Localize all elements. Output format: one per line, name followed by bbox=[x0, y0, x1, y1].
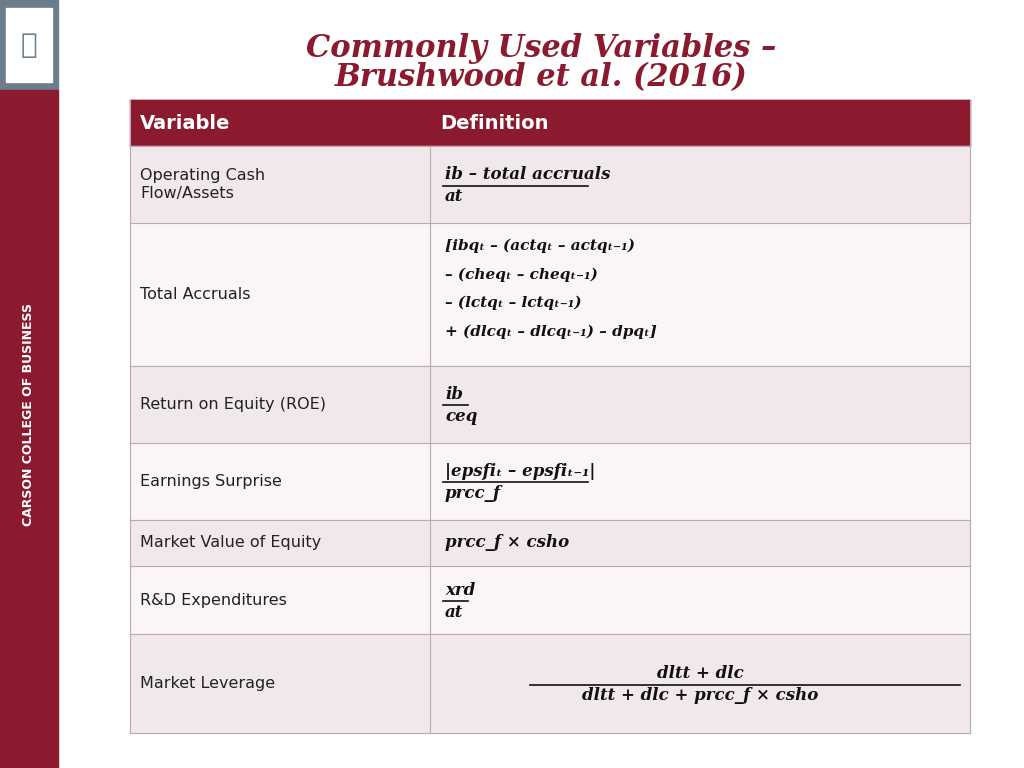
Text: dltt + dlc: dltt + dlc bbox=[656, 665, 743, 682]
Bar bbox=[130, 146, 970, 223]
Text: ceq: ceq bbox=[445, 408, 477, 425]
Text: 🐾: 🐾 bbox=[20, 31, 37, 59]
Bar bbox=[130, 634, 970, 733]
Bar bbox=[130, 366, 970, 443]
Text: at: at bbox=[445, 604, 464, 621]
Text: – (cheqₜ – cheqₜ₋₁): – (cheqₜ – cheqₜ₋₁) bbox=[445, 267, 598, 282]
Text: Return on Equity (ROE): Return on Equity (ROE) bbox=[140, 397, 326, 412]
Text: Market Value of Equity: Market Value of Equity bbox=[140, 535, 322, 551]
Bar bbox=[130, 100, 970, 146]
Text: dltt + dlc + prcc_f × csho: dltt + dlc + prcc_f × csho bbox=[582, 687, 818, 704]
Text: Commonly Used Variables –: Commonly Used Variables – bbox=[306, 32, 776, 64]
Text: Market Leverage: Market Leverage bbox=[140, 676, 275, 691]
Bar bbox=[0, 0, 58, 90]
Text: xrd: xrd bbox=[445, 581, 475, 598]
Text: Definition: Definition bbox=[440, 114, 549, 133]
Text: R&D Expenditures: R&D Expenditures bbox=[140, 593, 287, 607]
Text: ib – total accruals: ib – total accruals bbox=[445, 166, 610, 183]
Bar bbox=[6, 8, 52, 82]
Text: Earnings Surprise: Earnings Surprise bbox=[140, 474, 282, 489]
Text: Variable: Variable bbox=[140, 114, 230, 133]
Text: prcc_f: prcc_f bbox=[445, 485, 501, 502]
Text: Operating Cash
Flow/Assets: Operating Cash Flow/Assets bbox=[140, 168, 265, 200]
Text: CARSON COLLEGE OF BUSINESS: CARSON COLLEGE OF BUSINESS bbox=[23, 303, 36, 525]
Text: + (dlcqₜ – dlcqₜ₋₁) – dpqₜ]: + (dlcqₜ – dlcqₜ₋₁) – dpqₜ] bbox=[445, 324, 656, 339]
Bar bbox=[0, 90, 58, 768]
Text: Total Accruals: Total Accruals bbox=[140, 287, 251, 302]
Text: ib: ib bbox=[445, 386, 463, 403]
Text: – (lctqₜ – lctqₜ₋₁): – (lctqₜ – lctqₜ₋₁) bbox=[445, 296, 582, 310]
Text: |epsfiₜ – epsfiₜ₋₁|: |epsfiₜ – epsfiₜ₋₁| bbox=[445, 463, 595, 480]
Text: prcc_f × csho: prcc_f × csho bbox=[445, 535, 569, 551]
Text: at: at bbox=[445, 188, 464, 205]
Text: [ibqₜ – (actqₜ – actqₜ₋₁): [ibqₜ – (actqₜ – actqₜ₋₁) bbox=[445, 239, 635, 253]
Text: Brushwood et al. (2016): Brushwood et al. (2016) bbox=[335, 62, 748, 94]
Bar bbox=[130, 443, 970, 520]
Bar bbox=[130, 223, 970, 366]
Bar bbox=[130, 520, 970, 566]
Bar bbox=[130, 566, 970, 634]
